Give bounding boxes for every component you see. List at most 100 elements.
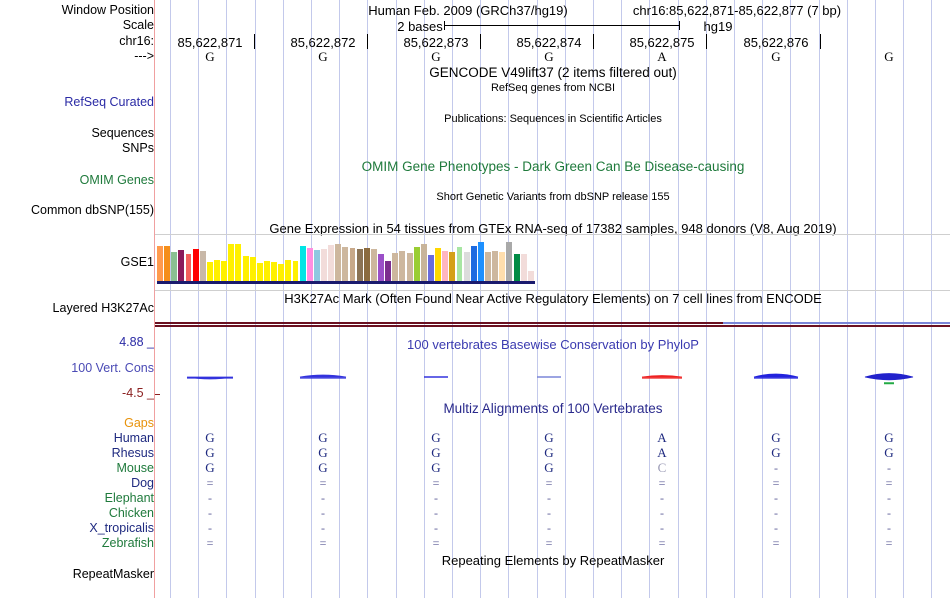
species-label-chicken[interactable]: Chicken [108,506,154,520]
multiz-cell: = [772,536,780,550]
label-gaps[interactable]: Gaps [124,416,154,430]
gtex-bar[interactable] [292,261,299,281]
gtex-bar[interactable] [492,250,499,281]
gtex-bar[interactable] [328,244,335,281]
conservation-peak-0[interactable] [183,365,237,389]
species-label-mouse[interactable]: Mouse [116,461,154,475]
gridlines [155,0,950,598]
species-label-human[interactable]: Human [113,431,154,445]
gtex-bar[interactable] [185,253,192,281]
gtex-bar[interactable] [214,259,220,281]
gtex-bar[interactable] [499,251,506,281]
gtex-bar-chart[interactable] [157,240,535,284]
h3k27ac-segment-1[interactable] [723,322,950,324]
caption-dbsnp: Short Genetic Variants from dbSNP releas… [436,191,670,203]
gtex-bar[interactable] [349,247,356,281]
gtex-bar[interactable] [420,243,427,281]
label-sequences[interactable]: Sequences [91,126,154,140]
track-separator [155,234,950,235]
multiz-cell: = [545,476,553,490]
gridline [762,0,763,598]
species-label-dog[interactable]: Dog [131,476,154,490]
gtex-bar[interactable] [356,248,363,281]
multiz-cell: G [318,430,328,445]
multiz-cell: - [887,506,891,520]
gtex-bar[interactable] [428,254,434,281]
multiz-cell: - [774,461,778,475]
label-snps[interactable]: SNPs [122,141,154,155]
conservation-peak-2[interactable] [423,365,449,389]
gtex-bar[interactable] [157,245,163,281]
ruler-position-label-3: 85,622,874 [516,35,582,50]
species-label-zebrafish[interactable]: Zebrafish [101,536,154,550]
gtex-bar[interactable] [413,246,420,281]
gridline [255,0,256,598]
gtex-bar[interactable] [299,245,306,281]
gtex-bar[interactable] [278,264,285,281]
gridline [198,0,199,598]
gtex-bar[interactable] [313,249,320,281]
gtex-bar[interactable] [449,251,456,281]
conservation-peak-3[interactable] [536,365,562,389]
conservation-peak-1[interactable] [296,365,350,389]
gtex-bar[interactable] [206,262,213,281]
gtex-bar[interactable] [370,248,377,281]
label-omim-genes[interactable]: OMIM Genes [79,173,154,187]
species-label-rhesus[interactable]: Rhesus [111,446,154,460]
gtex-bar[interactable] [171,251,178,281]
gtex-bar[interactable] [235,243,242,281]
label-100-vert-cons[interactable]: 100 Vert. Cons [71,361,154,375]
gtex-bar[interactable] [435,247,442,281]
multiz-cell: G [544,460,554,475]
gtex-bar[interactable] [406,252,413,281]
multiz-cell: - [774,521,778,535]
gtex-bar[interactable] [463,251,470,281]
multiz-cell: G [431,460,441,475]
gtex-bar[interactable] [242,255,249,281]
gtex-bar[interactable] [485,251,491,281]
conservation-peak-4[interactable] [638,365,686,389]
conservation-peak-5[interactable] [750,365,802,389]
gtex-bar[interactable] [256,263,263,281]
gtex-bar[interactable] [442,250,449,281]
gtex-bar[interactable] [342,246,349,281]
gtex-bar[interactable] [164,245,171,281]
label-common-dbsnp[interactable]: Common dbSNP(155) [31,203,154,217]
gtex-bar[interactable] [470,245,477,281]
gtex-bar[interactable] [477,241,484,281]
gtex-bar[interactable] [263,260,270,281]
gridline [875,0,876,598]
gtex-bar[interactable] [520,253,527,281]
gtex-bar[interactable] [399,250,406,281]
gtex-bar[interactable] [306,247,313,281]
conservation-peak-6[interactable] [861,365,917,389]
label-gse1[interactable]: GSE1 [120,255,154,269]
gtex-bar[interactable] [228,243,235,281]
gtex-bar[interactable] [363,247,370,281]
gtex-bar[interactable] [378,253,385,281]
label-repeatmasker[interactable]: RepeatMasker [72,567,154,581]
gtex-bar[interactable] [392,252,399,281]
species-label-elephant[interactable]: Elephant [104,491,154,505]
multiz-cell: - [547,491,551,505]
label-layered-h3k27ac[interactable]: Layered H3K27Ac [52,301,154,315]
multiz-cell: G [771,430,781,445]
gtex-bar[interactable] [506,241,513,281]
gtex-bar[interactable] [385,260,392,281]
gtex-bar[interactable] [513,253,520,281]
label-refseq-curated[interactable]: RefSeq Curated [64,95,154,109]
gtex-bar[interactable] [456,246,463,281]
gtex-bar[interactable] [199,250,206,281]
gtex-bar[interactable] [249,256,256,281]
gtex-bar[interactable] [321,248,327,281]
gtex-bar[interactable] [335,243,342,281]
track-data-area[interactable]: Human Feb. 2009 (GRCh37/hg19) chr16:85,62… [155,0,950,598]
gtex-bar[interactable] [271,262,278,281]
h3k27ac-segment-0[interactable] [155,322,723,324]
gtex-bar[interactable] [192,248,199,281]
gtex-bar[interactable] [285,259,292,281]
gtex-bar[interactable] [178,249,185,281]
gtex-bar[interactable] [221,261,228,281]
species-label-x_tropicalis[interactable]: X_tropicalis [89,521,154,535]
gtex-bar[interactable] [527,271,534,281]
